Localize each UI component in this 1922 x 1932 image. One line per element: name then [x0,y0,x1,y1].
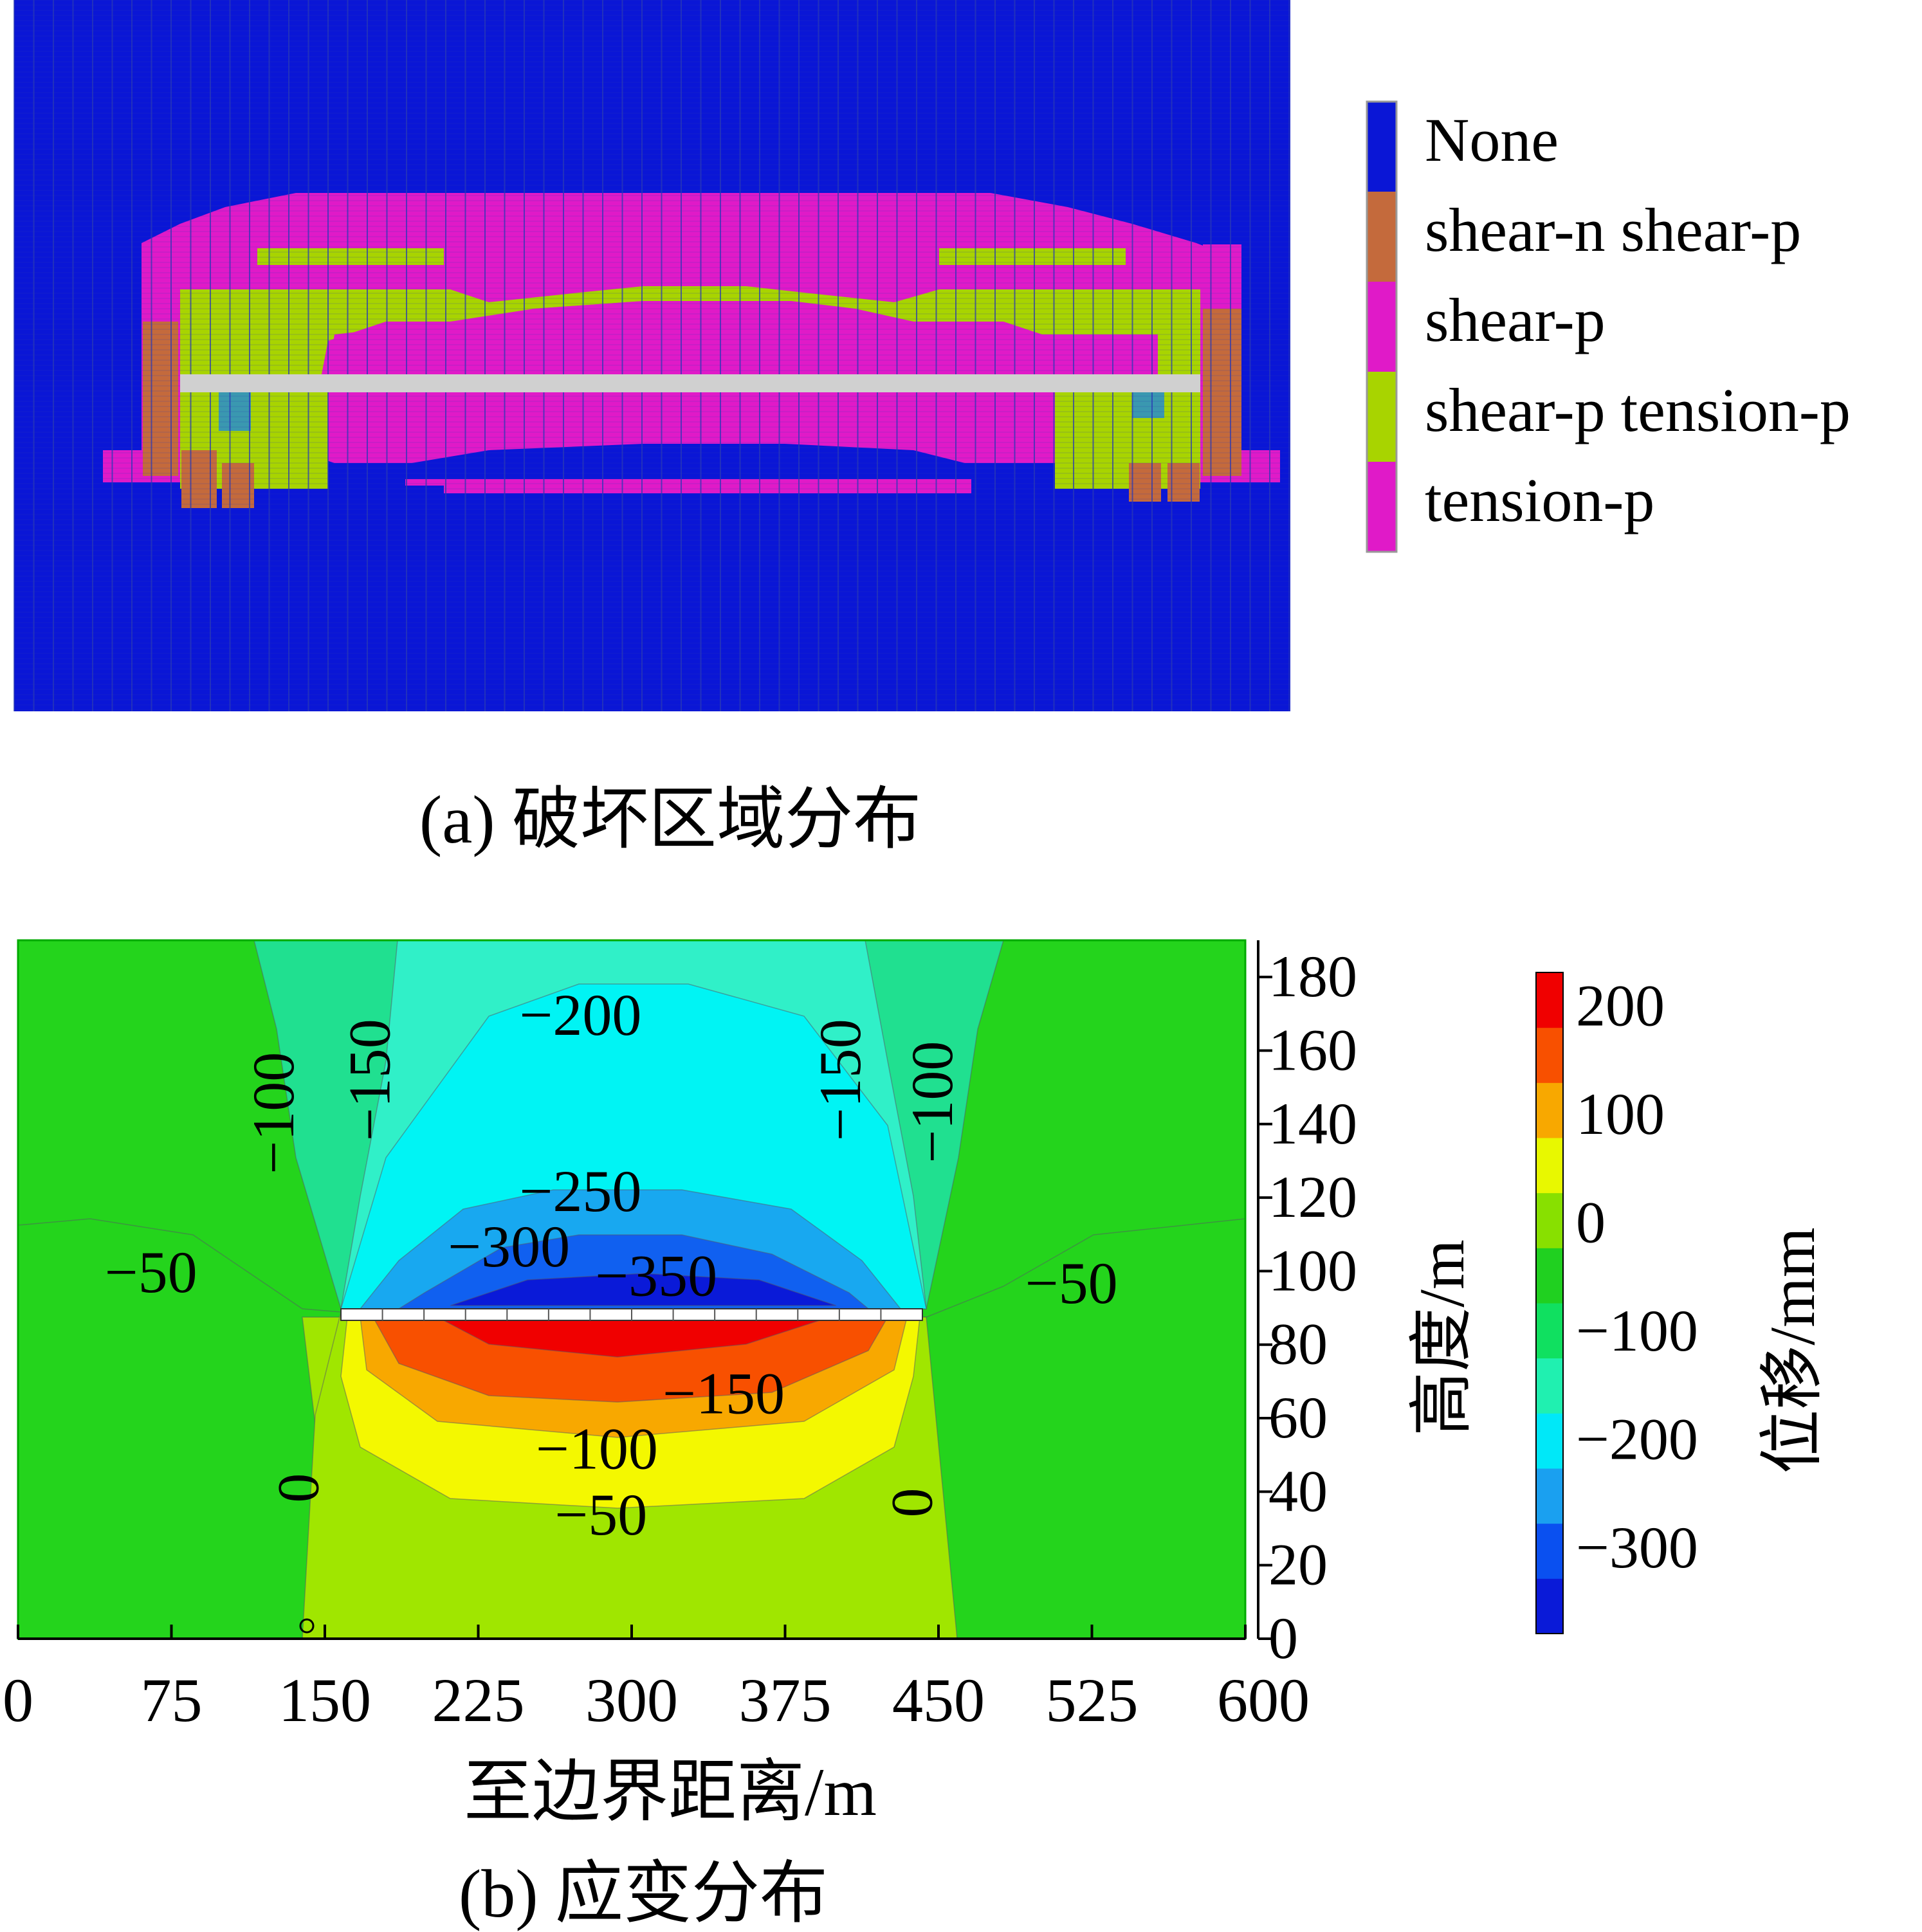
colorbar-band [1536,1413,1563,1469]
shear-n-shear-p-column [1167,463,1200,502]
shear-p-tension-p-zone [180,286,1203,374]
colorbar-label: 位移/mm [1757,1227,1828,1473]
legend-label: tension-p [1425,466,1654,534]
mixed-zone-block [219,392,251,431]
axes: 0 75 150 225 300 375 450 525 6000204060801001201… [3,940,1357,1735]
legend-label: shear-n shear-p [1425,196,1801,264]
panel-a: None shear-n shear-p shear-p shear-p tensio… [14,0,1851,857]
colorbar-band [1536,1358,1563,1414]
coal-panel [180,374,1200,392]
contour-label: −350 [595,1243,717,1309]
legend-swatch [1367,462,1396,552]
contour-label: −150 [337,1019,403,1141]
contour-label: −150 [663,1361,785,1426]
colorbar-frame [1535,972,1564,1634]
colorbar-band [1536,1523,1563,1579]
x-tick-label: 150 [279,1666,371,1735]
y-tick-label: 180 [1268,943,1357,1009]
contour-label: −250 [520,1158,642,1224]
y-tick-label: 40 [1268,1458,1328,1524]
y-tick-label: 0 [1268,1605,1298,1671]
contour-labels: −200−150−100 −150 −100−250−300 −350−50 −50−1… [105,982,1118,1547]
legend-label: shear-p [1425,286,1606,354]
colorbar-tick-label: 200 [1576,973,1665,1039]
y-tick-label: 120 [1268,1164,1357,1230]
y-axis-label: 高度/m [1406,1239,1478,1436]
legend-frame [1366,100,1398,553]
colorbar-band [1536,1303,1563,1359]
colorbar-band [1536,1248,1563,1304]
colorbar-band [1536,1468,1563,1524]
displacement-contour-plot [17,939,1247,1640]
panel-a-caption: (a) 破坏区域分布 [419,782,921,857]
contour-label: −50 [554,1482,647,1547]
tension-p-flank [1241,450,1280,482]
x-tick-label: 0 [3,1666,33,1735]
x-tick-label: 525 [1046,1666,1139,1735]
shear-n-shear-p-column [1203,309,1241,476]
colorbar-tick-label: −100 [1576,1298,1698,1363]
contour-label: −200 [520,982,642,1048]
colorbar-band [1536,972,1563,1028]
x-tick-label: 375 [739,1666,832,1735]
legend-swatch [1367,102,1396,192]
y-tick-label: 160 [1268,1017,1357,1082]
contour-label: −100 [536,1416,658,1481]
tension-p-strip [444,486,971,493]
tension-p-lower-zone [180,392,1200,463]
panel-b-caption: (b) 应变分布 [459,1856,828,1931]
legend: None shear-n shear-p shear-p shear-p tensio… [1366,100,1851,553]
shear-p-tension-p-flank [1158,334,1200,374]
contour-label: 0 [879,1488,944,1518]
colorbar: 200 100 0 −100 −200 −300 [1535,972,1698,1634]
colorbar-band [1536,1082,1563,1138]
shear-p-inner-zone [328,301,1055,374]
colorbar-band [1536,1578,1563,1634]
x-tick-label: 300 [585,1666,678,1735]
colorbar-tick-label: −300 [1576,1515,1698,1580]
y-tick-label: 100 [1268,1237,1357,1303]
x-axis-label: 至边界距离/m [464,1754,877,1830]
x-tick-label: 75 [141,1666,203,1735]
colorbar-tick-label: −200 [1576,1407,1698,1472]
y-tick-label: 140 [1268,1091,1357,1156]
shear-p-tension-p-strip [939,248,1126,265]
shear-n-shear-p-column [222,463,254,508]
y-tick-label: 20 [1268,1532,1328,1598]
contour-label: −300 [448,1214,570,1279]
x-tick-label: 225 [432,1666,525,1735]
y-tick-label: 60 [1268,1385,1328,1450]
shear-p-block [142,244,180,264]
colorbar-tick-label: 0 [1576,1190,1606,1255]
tension-p-strip [405,479,971,486]
colorbar-band [1536,1138,1563,1194]
legend-swatch [1367,372,1396,462]
legend-label: None [1425,105,1559,174]
contour-label: −100 [241,1052,306,1174]
shear-n-shear-p-column [143,322,178,476]
colorbar-band [1536,1192,1563,1248]
mesh-grid [14,0,1290,711]
marker-circle [299,1618,315,1634]
shear-n-shear-p-column [1129,463,1161,502]
contour-region-minus-350 [450,1273,837,1306]
failure-zone-blocks [103,193,1280,508]
y-tick-label: 80 [1268,1311,1328,1377]
colorbar-band [1536,1027,1563,1083]
legend-swatch [1367,282,1396,372]
shear-p-block [1203,244,1241,264]
contour-label: −150 [807,1019,873,1141]
colorbar-tick-label: 100 [1576,1081,1665,1147]
x-tick-label: 600 [1217,1666,1310,1735]
contour-label: −50 [105,1239,197,1305]
panel-b: −200−150−100 −150 −100−250−300 −350−50 −50−1… [3,939,1828,1931]
mixed-zone-block [1132,392,1164,418]
contour-label: −100 [899,1041,965,1163]
contour-label: −50 [1025,1250,1118,1316]
x-tick-label: 450 [892,1666,985,1735]
legend-label: shear-p tension-p [1425,376,1851,444]
legend-swatch [1367,192,1396,282]
contour-label: 0 [265,1473,331,1503]
